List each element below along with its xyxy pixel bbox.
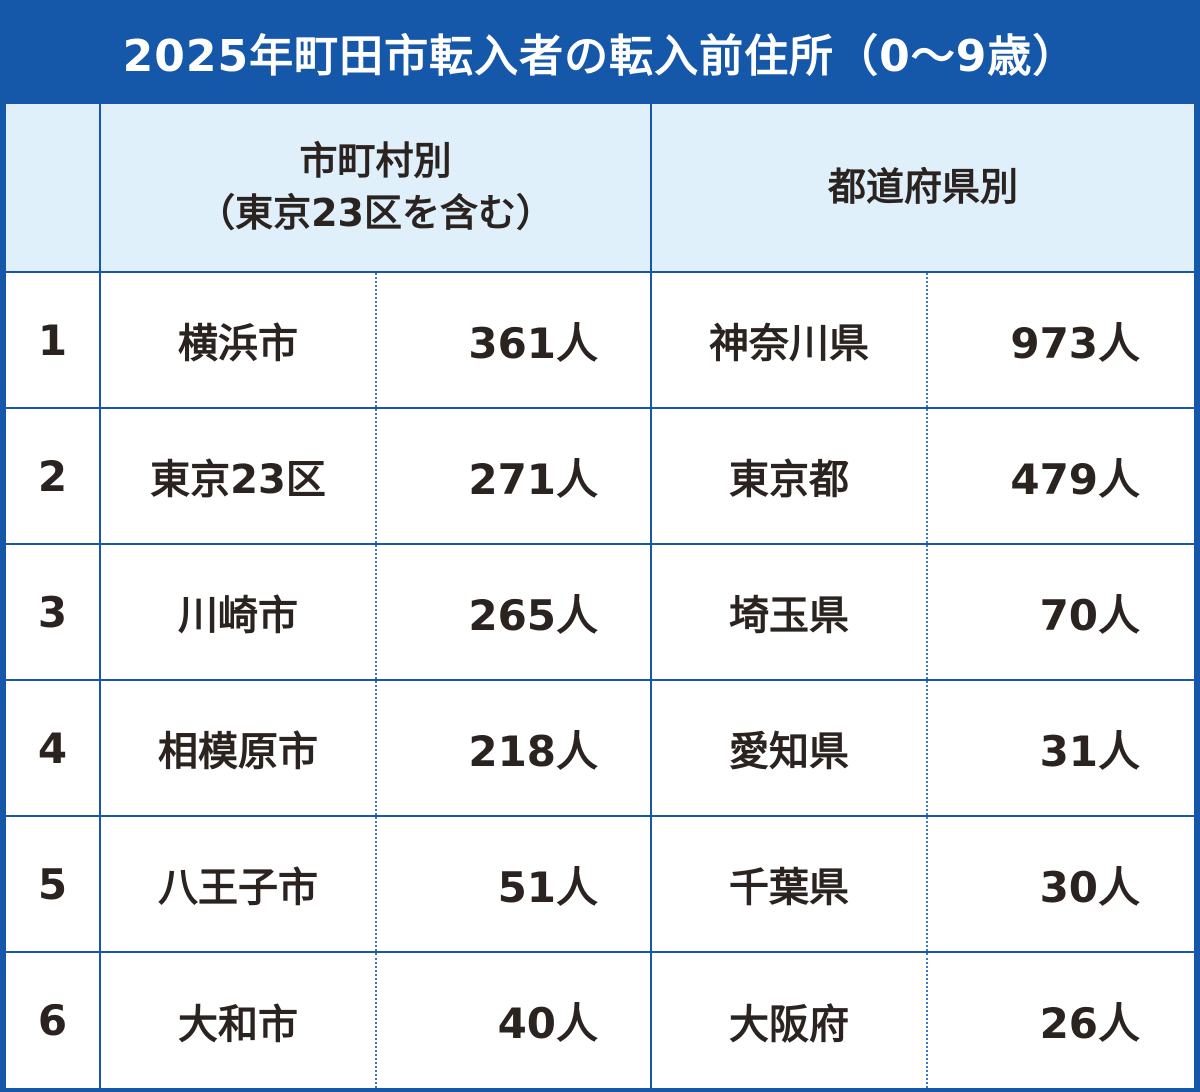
table-row: 4 相模原市 218人 愛知県 31人 [6, 680, 1195, 817]
rank-cell: 4 [6, 680, 101, 817]
prefecture-name-cell: 神奈川県 [651, 272, 929, 409]
rank-cell: 6 [6, 952, 101, 1088]
city-count-cell: 271人 [376, 408, 653, 545]
city-name-cell: 東京23区 [100, 408, 377, 545]
prefecture-name-cell: 埼玉県 [651, 544, 929, 681]
rank-header [6, 104, 101, 273]
city-count-cell: 51人 [376, 816, 653, 953]
prefecture-name-cell: 大阪府 [651, 952, 929, 1088]
city-count-cell: 40人 [376, 952, 653, 1088]
city-name-cell: 川崎市 [100, 544, 377, 681]
rank-cell: 2 [6, 408, 101, 545]
prefecture-name-cell: 千葉県 [651, 816, 929, 953]
city-name-cell: 大和市 [100, 952, 377, 1088]
rank-cell: 1 [6, 272, 101, 409]
table-row: 1 横浜市 361人 神奈川県 973人 [6, 272, 1195, 409]
table-row: 2 東京23区 271人 東京都 479人 [6, 408, 1195, 545]
table-row: 6 大和市 40人 大阪府 26人 [6, 952, 1194, 1088]
prefecture-count-cell: 479人 [927, 408, 1195, 545]
table-row: 3 川崎市 265人 埼玉県 70人 [6, 544, 1195, 681]
prefecture-name-cell: 愛知県 [651, 680, 929, 817]
prefecture-count-cell: 26人 [1039, 999, 1141, 1048]
page-title: 2025年町田市転入者の転入前住所（0～9歳） [122, 31, 1078, 82]
prefecture-name-cell: 東京都 [651, 408, 929, 545]
prefecture-count-cell: 973人 [927, 272, 1195, 409]
city-header: 市町村別 （東京23区を含む） [100, 104, 653, 273]
prefecture-header: 都道府県別 [651, 104, 1195, 273]
city-name-cell: 横浜市 [100, 272, 377, 409]
prefecture-count-cell: 70人 [927, 544, 1195, 681]
rank-cell: 5 [6, 816, 101, 953]
city-header-line2: （東京23区を含む） [197, 190, 554, 235]
city-name-cell: 相模原市 [100, 680, 377, 817]
city-count-cell: 361人 [376, 272, 653, 409]
city-count-cell: 265人 [376, 544, 653, 681]
city-count-cell: 218人 [376, 680, 653, 817]
prefecture-count-cell: 31人 [927, 680, 1195, 817]
rank-cell: 3 [6, 544, 101, 681]
prefecture-count-cell: 30人 [927, 816, 1195, 953]
table-row: 5 八王子市 51人 千葉県 30人 [6, 816, 1195, 953]
header-row: 市町村別 （東京23区を含む） 都道府県別 [6, 104, 1195, 273]
ranking-table: 市町村別 （東京23区を含む） 都道府県別 1 横浜市 361人 神奈川県 973人 2 東… [6, 104, 1195, 1088]
city-name-cell: 八王子市 [100, 816, 377, 953]
city-header-line1: 市町村別 [299, 139, 452, 184]
